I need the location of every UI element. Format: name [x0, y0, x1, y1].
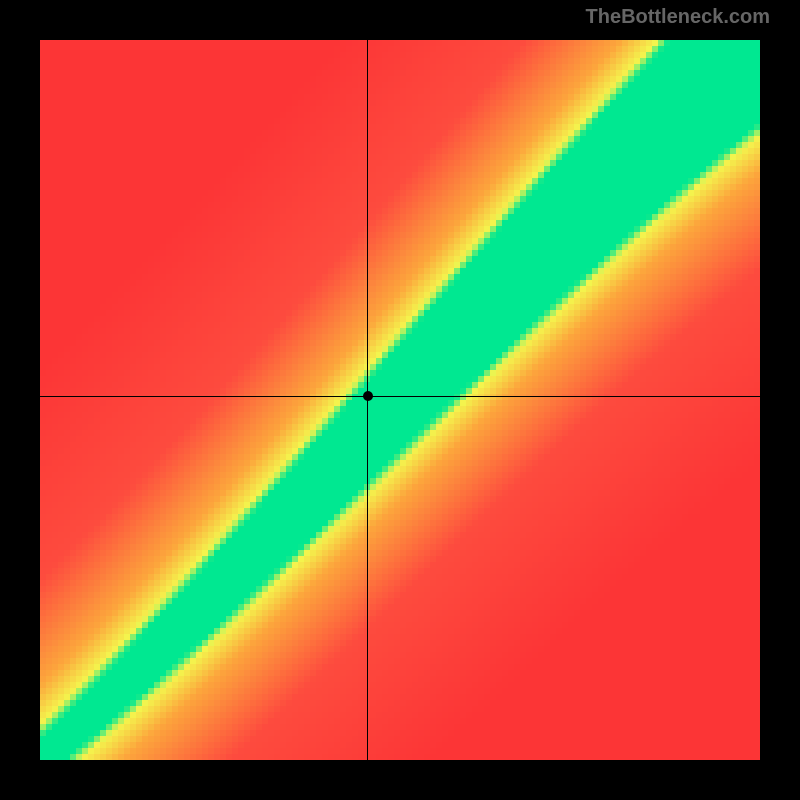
heatmap-plot — [40, 40, 760, 760]
crosshair-marker — [363, 391, 373, 401]
watermark-text: TheBottleneck.com — [586, 6, 770, 29]
crosshair-horizontal — [40, 396, 760, 397]
heatmap-canvas — [40, 40, 760, 760]
chart-container: TheBottleneck.com — [0, 0, 800, 800]
